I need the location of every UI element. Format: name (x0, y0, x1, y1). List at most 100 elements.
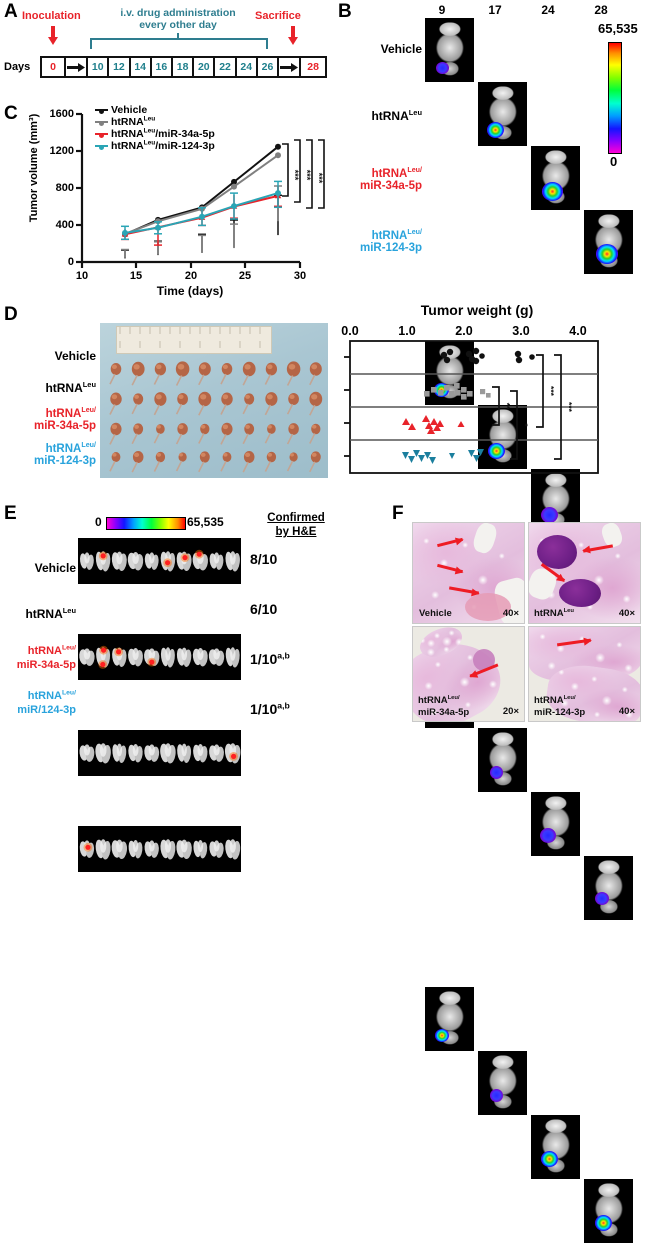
day-cell-14: 14 (131, 58, 152, 76)
panel-d: D Vehicle htRNALeu htRNALeu/ miR-34a-5p … (0, 295, 650, 500)
day-cell-24: 24 (237, 58, 258, 76)
he-label-mir124-l1: htRNALeu/ (534, 695, 576, 707)
legend-label-mir34a: htRNALeu/miR-34a-5p (111, 127, 215, 140)
svg-text:***: *** (314, 173, 324, 184)
he-image-htrna: htRNALeu 40× (528, 522, 641, 624)
d-row-label-vehicle: Vehicle (54, 349, 96, 363)
d-x-tick-0: 0.0 (341, 324, 359, 338)
svg-text:***: *** (564, 402, 574, 413)
he-image-mir124: htRNALeu/ miR-124-3p 40× (528, 626, 641, 722)
y-tick-1600: 1600 (49, 108, 74, 120)
bli-image-mir124-d17 (478, 1051, 527, 1115)
arrow-cell-end (279, 58, 302, 76)
bli-image-htrna-d17 (478, 405, 527, 469)
e-row-label-vehicle: Vehicle (34, 561, 76, 575)
d-row-label-mir124-l2: miR-124-3p (34, 455, 96, 468)
row-label-mir34a-l1: htRNALeu/ (371, 166, 422, 180)
svg-text:***: *** (302, 170, 312, 181)
tumor-volume-chart: *** *** *** *** (76, 112, 330, 268)
panel-d-letter: D (4, 304, 18, 325)
bli-image-mir34a-d24 (531, 792, 580, 856)
day-cell-10: 10 (88, 58, 110, 76)
y-tick-1200: 1200 (49, 145, 74, 157)
row-label-mir34a: htRNALeu/ miR-34a-5p (332, 166, 422, 193)
panel-e-letter: E (4, 503, 17, 524)
lung-row-mir34a-image (79, 743, 241, 764)
he-label-mir34a: htRNALeu/ miR-34a-5p (418, 695, 469, 718)
d-row-label-htrna: htRNALeu (45, 380, 96, 395)
he-mag-mir34a: 20× (502, 706, 519, 718)
he-mag-htrna: 40× (618, 608, 635, 620)
timepoint-28: 28 (594, 3, 608, 17)
panel-b-letter: B (338, 1, 352, 22)
score-htrna: 6/10 (250, 601, 278, 617)
lung-row-mir124 (78, 826, 241, 872)
d-x-tick-2: 2.0 (455, 324, 473, 338)
d-row-label-mir34a-l2: miR-34a-5p (34, 420, 96, 433)
panel-e: E 0 65,535 Confirmed by H&E Vehicle htRN… (0, 500, 400, 872)
treatment-bracket (90, 38, 268, 49)
x-tick-25: 25 (238, 270, 252, 282)
chart-legend: Vehicle htRNALeu htRNALeu/miR-34a-5p htR… (95, 104, 215, 152)
legend-marker-htrna (95, 120, 108, 126)
inoculation-label: Inoculation (22, 10, 81, 22)
lung-row-vehicle-image (80, 549, 240, 572)
score-mir124: 1/10a,b (250, 700, 290, 717)
d-x-tick-3: 3.0 (512, 324, 530, 338)
lung-row-htrna-image (79, 645, 240, 669)
lung-row-vehicle (78, 538, 241, 584)
bli-image-vehicle-d9 (425, 18, 474, 82)
legend-marker-mir34a (95, 132, 108, 138)
bli-image-vehicle-d28 (584, 210, 633, 274)
panel-c: C Tumor volume (mm³) (0, 100, 330, 300)
d-row-label-mir34a-l1: htRNALeu/ (45, 406, 96, 420)
e-row-label-mir34a: htRNALeu/ miR-34a-5p (0, 644, 76, 673)
legend-item-mir34a: htRNALeu/miR-34a-5p (95, 128, 215, 140)
svg-text:*: * (520, 423, 530, 427)
legend-marker-mir124 (95, 144, 108, 150)
confirmed-by-he-header: Confirmed by H&E (267, 512, 325, 538)
row-label-mir34a-l2: miR-34a-5p (360, 180, 422, 193)
d-x-tick-1: 1.0 (398, 324, 416, 338)
panel-a: A Inoculation Sacrifice i.v. drug admini… (0, 0, 330, 100)
y-tick-400: 400 (55, 219, 74, 231)
tumor-weight-title: Tumor weight (g) (420, 302, 534, 318)
e-row-label-mir124: htRNALeu/ miR/124-3p (0, 689, 76, 718)
x-tick-15: 15 (129, 270, 143, 282)
legend-item-mir124: htRNALeu/miR-124-3p (95, 140, 215, 152)
sacrifice-arrow-icon (288, 26, 298, 45)
right-arrow-icon (280, 62, 299, 72)
bli-image-mir34a-d17 (478, 728, 527, 792)
e-row-label-mir124-l1: htRNALeu/ (27, 689, 76, 702)
e-row-label-mir124-l2: miR/124-3p (17, 703, 76, 716)
bli-image-vehicle-d17 (478, 82, 527, 146)
he-mag-mir124: 40× (618, 706, 635, 718)
e-row-label-mir34a-l1: htRNALeu/ (27, 644, 76, 657)
e-colorbar-horizontal (106, 517, 186, 530)
legend-label-mir124: htRNALeu/miR-124-3p (111, 139, 215, 152)
bli-image-mir124-d9 (425, 987, 474, 1051)
sacrifice-label: Sacrifice (255, 10, 301, 22)
inoculation-arrow-icon (48, 26, 58, 45)
he-label-mir124-l2: miR-124-3p (534, 706, 586, 718)
legend-label-htrna: htRNALeu (111, 115, 156, 128)
row-label-mir124: htRNALeu/ miR-124-3p (332, 229, 422, 255)
bli-image-vehicle-d24 (531, 146, 580, 210)
colorbar-max-label: 65,535 (598, 21, 638, 36)
legend-item-htrna: htRNALeu (95, 116, 215, 128)
score-vehicle: 8/10 (250, 551, 278, 567)
day-cell-0: 0 (42, 58, 66, 76)
x-tick-20: 20 (184, 270, 198, 282)
timepoint-24: 24 (541, 3, 555, 17)
tumor-specimens (109, 361, 323, 473)
timepoint-17: 17 (488, 3, 502, 17)
svg-text:***: *** (290, 170, 300, 181)
e-row-label-htrna: htRNALeu (25, 606, 76, 621)
he-mag-vehicle: 40× (502, 608, 519, 620)
row-label-vehicle: Vehicle (380, 42, 422, 56)
panel-a-letter: A (4, 1, 18, 22)
right-arrow-icon (67, 62, 86, 72)
legend-item-vehicle: Vehicle (95, 104, 215, 116)
he-image-mir34a: htRNALeu/ miR-34a-5p 20× (412, 626, 525, 722)
svg-text:**: ** (502, 403, 512, 410)
